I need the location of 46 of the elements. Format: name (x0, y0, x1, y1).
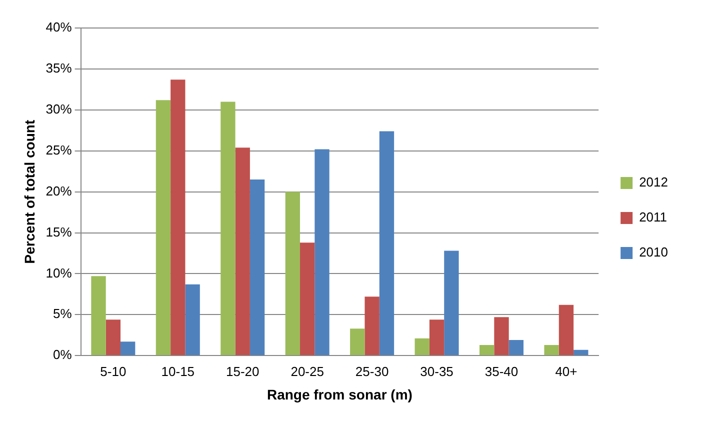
y-tick-label: 0% (53, 347, 72, 362)
bar (235, 148, 250, 356)
x-tick-label: 15-20 (226, 364, 260, 379)
y-tick-label: 25% (46, 142, 72, 158)
y-tick-label: 10% (46, 265, 72, 280)
legend-label: 2011 (639, 210, 668, 225)
bar (156, 100, 171, 356)
bar (106, 320, 121, 356)
bar (314, 149, 330, 356)
bar (350, 328, 365, 356)
bar (429, 320, 444, 356)
bar (379, 131, 394, 356)
bar (444, 250, 459, 356)
y-tick-label: 30% (46, 101, 72, 116)
bar (120, 342, 136, 356)
y-tick-label: 40% (46, 20, 72, 35)
bar (494, 317, 509, 356)
bar (544, 344, 559, 356)
bar (574, 350, 588, 356)
bar (170, 80, 186, 356)
y-tick-label: 5% (53, 306, 72, 322)
bar (508, 340, 524, 356)
y-tick-label: 35% (46, 60, 72, 76)
bar (558, 304, 574, 356)
y-tick-label: 20% (46, 183, 72, 198)
x-tick-label: 30-35 (420, 364, 454, 379)
x-tick-label: 20-25 (290, 364, 324, 379)
bar (285, 192, 300, 356)
x-tick-label: 35-40 (484, 364, 518, 379)
x-tick-label: 25-30 (355, 364, 389, 379)
legend-label: 2010 (639, 244, 668, 260)
bar (220, 102, 236, 356)
legend-label: 2012 (639, 174, 668, 190)
x-tick-label: 5-10 (100, 364, 126, 379)
bar (364, 296, 380, 356)
bar (250, 180, 265, 356)
bar (300, 242, 315, 356)
bar (91, 276, 106, 356)
bar (479, 344, 494, 356)
bar (185, 284, 200, 356)
y-axis-title: Percent of total count (21, 120, 38, 264)
x-axis-title: Range from sonar (m) (266, 386, 412, 402)
x-tick-label: 10-15 (161, 364, 195, 379)
bar (414, 338, 430, 356)
x-tick-label: 40+ (555, 364, 578, 379)
y-tick-label: 15% (46, 224, 72, 240)
